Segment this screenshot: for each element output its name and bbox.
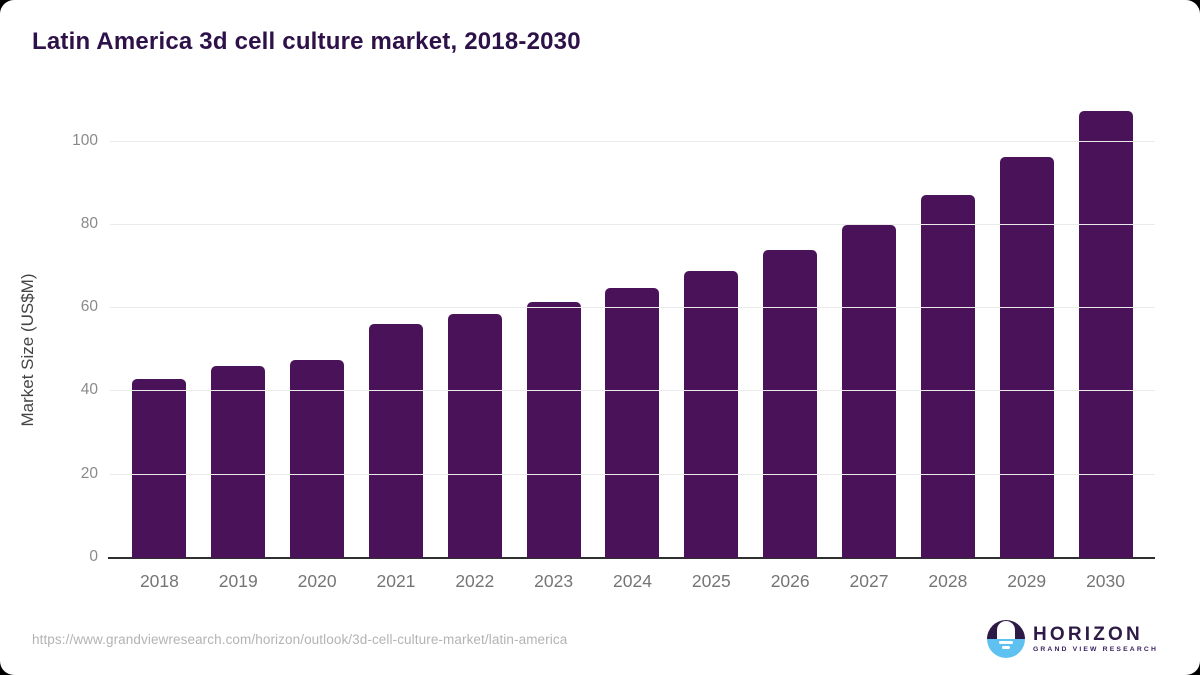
x-tick-label: 2025: [691, 571, 731, 591]
horizon-logo-icon: [986, 620, 1025, 658]
bar-2027: [842, 225, 897, 558]
bar-2018: [132, 378, 187, 558]
horizon-arch-icon: [996, 621, 1015, 639]
plot-area: 2018 2019 2020 2021 2022 2023 2024 2025 2026 2027…: [72, 100, 1155, 591]
bar-column: 2023: [514, 100, 593, 591]
bar-column: 2024: [593, 100, 672, 591]
x-axis-line: [108, 557, 1155, 559]
logo-subtitle: GRAND VIEW RESEARCH: [1032, 645, 1158, 653]
bar-2019: [211, 366, 266, 558]
gridline: [110, 307, 1155, 309]
x-tick-label: 2024: [613, 571, 652, 591]
x-tick-label: 2022: [455, 571, 495, 591]
bar-column: 2025: [672, 100, 751, 591]
x-tick-label: 2027: [849, 571, 889, 591]
logo-text: HORIZON GRAND VIEW RESEARCH: [1033, 625, 1158, 654]
horizon-wave-icon: [998, 641, 1013, 644]
gridline: [110, 140, 1155, 142]
bar-2023: [526, 301, 581, 558]
bar-column: 2030: [1066, 100, 1145, 591]
x-tick-label: 2023: [534, 571, 574, 591]
y-tick-label: 20: [80, 464, 98, 482]
bar-column: 2029: [987, 100, 1066, 591]
bar-column: 2019: [199, 100, 278, 591]
bar-column: 2022: [435, 100, 514, 591]
gridline: [110, 223, 1155, 225]
source-url: https://www.grandviewresearch.com/horizo…: [32, 632, 568, 647]
x-tick-label: 2030: [1086, 571, 1126, 591]
bar-column: 2026: [751, 100, 830, 591]
x-tick-label: 2020: [297, 571, 337, 591]
bar-2024: [605, 288, 660, 558]
bar-2020: [290, 360, 345, 558]
bar-column: 2027: [830, 100, 909, 591]
bar-column: 2028: [908, 100, 987, 591]
bar-2028: [920, 194, 975, 558]
x-tick-label: 2029: [1007, 571, 1047, 591]
y-tick-label: 100: [72, 131, 98, 149]
x-tick-label: 2028: [928, 571, 968, 591]
bar-2022: [447, 314, 502, 558]
x-tick-label: 2019: [218, 571, 258, 591]
bar-column: 2021: [357, 100, 436, 591]
bar-column: 2020: [278, 100, 357, 591]
y-tick-label: 60: [80, 298, 98, 316]
chart-title: Latin America 3d cell culture market, 20…: [32, 28, 581, 55]
bar-2021: [368, 324, 423, 558]
bar-2026: [763, 250, 818, 558]
y-tick-label: 40: [80, 381, 98, 399]
gridline: [110, 390, 1155, 392]
bar-column: 2018: [120, 100, 199, 591]
bar-2030: [1078, 110, 1133, 558]
horizon-wave-icon: [1001, 646, 1010, 649]
x-tick-label: 2018: [139, 571, 179, 591]
horizon-logo: HORIZON GRAND VIEW RESEARCH: [986, 620, 1158, 658]
bar-2029: [999, 157, 1054, 558]
y-axis-title: Market Size (US$M): [18, 273, 37, 427]
x-tick-label: 2021: [376, 571, 416, 591]
y-tick-label: 0: [89, 548, 98, 565]
y-tick-label: 80: [80, 214, 98, 232]
bar-columns: 2018 2019 2020 2021 2022 2023 2024 2025 2026 2027…: [110, 100, 1155, 591]
bar-2025: [684, 270, 739, 558]
logo-name: HORIZON: [1032, 623, 1143, 645]
x-tick-label: 2026: [770, 571, 810, 591]
gridline: [110, 473, 1155, 475]
